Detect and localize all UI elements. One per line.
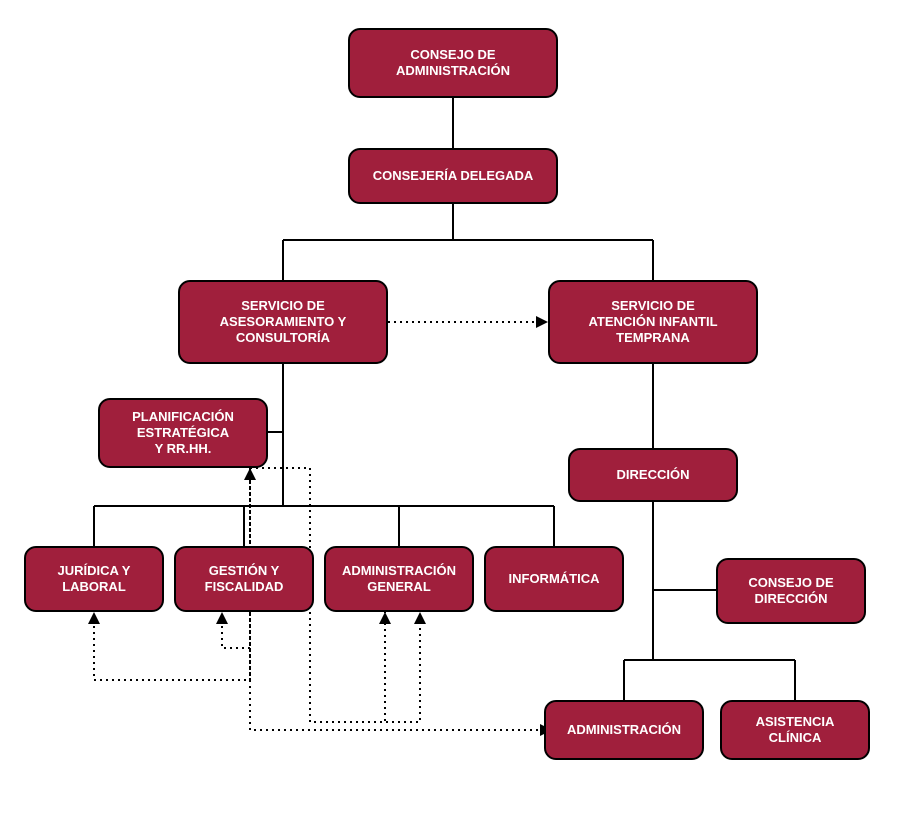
node-consejo-direccion: CONSEJO DE DIRECCIÓN xyxy=(716,558,866,624)
node-planificacion: PLANIFICACIÓN ESTRATÉGICA Y RR.HH. xyxy=(98,398,268,468)
org-chart-canvas: CONSEJO DE ADMINISTRACIÓN CONSEJERÍA DELE… xyxy=(0,0,900,840)
node-consejo-admin: CONSEJO DE ADMINISTRACIÓN xyxy=(348,28,558,98)
node-juridica: JURÍDICA Y LABORAL xyxy=(24,546,164,612)
node-direccion: DIRECCIÓN xyxy=(568,448,738,502)
node-informatica: INFORMÁTICA xyxy=(484,546,624,612)
node-consejeria-delegada: CONSEJERÍA DELEGADA xyxy=(348,148,558,204)
node-admin-general: ADMINISTRACIÓN GENERAL xyxy=(324,546,474,612)
node-serv-asesoramiento: SERVICIO DE ASESORAMIENTO Y CONSULTORÍA xyxy=(178,280,388,364)
node-administracion: ADMINISTRACIÓN xyxy=(544,700,704,760)
node-gestion: GESTIÓN Y FISCALIDAD xyxy=(174,546,314,612)
node-serv-atencion: SERVICIO DE ATENCIÓN INFANTIL TEMPRANA xyxy=(548,280,758,364)
node-asistencia-clinica: ASISTENCIA CLÍNICA xyxy=(720,700,870,760)
